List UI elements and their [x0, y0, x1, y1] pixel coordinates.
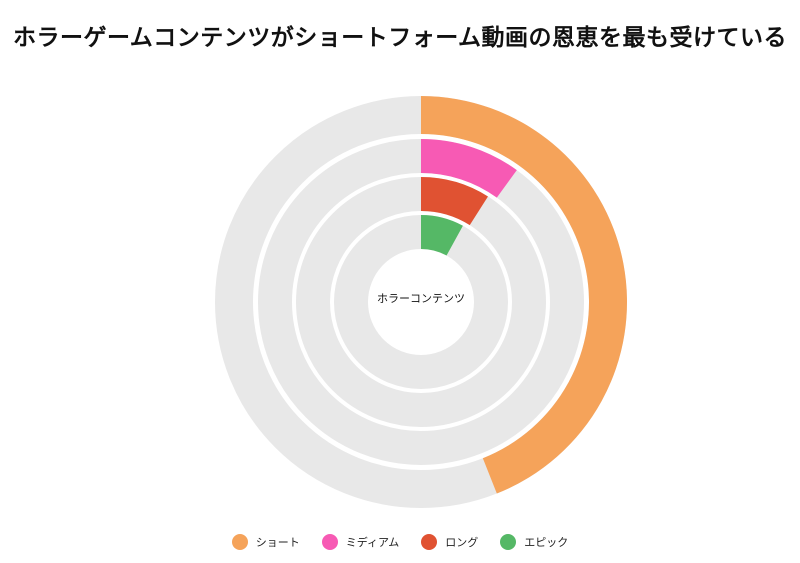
- legend-swatch-long: [421, 534, 438, 550]
- legend-label-epic: エピック: [524, 536, 569, 549]
- legend-swatch-epic: [500, 534, 517, 550]
- chart-title: ホラーゲームコンテンツがショートフォーム動画の恩恵を最も受けている: [12, 25, 788, 51]
- ring-bar-epic[interactable]: [421, 215, 463, 256]
- legend-swatch-short: [231, 534, 248, 550]
- legend-item-medium[interactable]: ミディアム: [321, 534, 400, 550]
- legend: ショート ミディアム ロング エピック: [0, 534, 800, 550]
- legend-label-long: ロング: [445, 536, 479, 549]
- legend-label-medium: ミディアム: [345, 536, 400, 549]
- legend-item-long[interactable]: ロング: [421, 534, 478, 550]
- ring-bar-short[interactable]: [421, 96, 627, 494]
- ring-bar-long[interactable]: [421, 177, 488, 226]
- ring-bar-medium[interactable]: [421, 139, 517, 198]
- legend-label-short: ショート: [255, 536, 300, 549]
- center-label: ホラーコンテンツ: [377, 292, 465, 305]
- legend-swatch-medium: [321, 534, 338, 550]
- ring-bars: [421, 96, 627, 494]
- legend-item-epic[interactable]: エピック: [500, 534, 568, 550]
- legend-item-short[interactable]: ショート: [231, 534, 300, 550]
